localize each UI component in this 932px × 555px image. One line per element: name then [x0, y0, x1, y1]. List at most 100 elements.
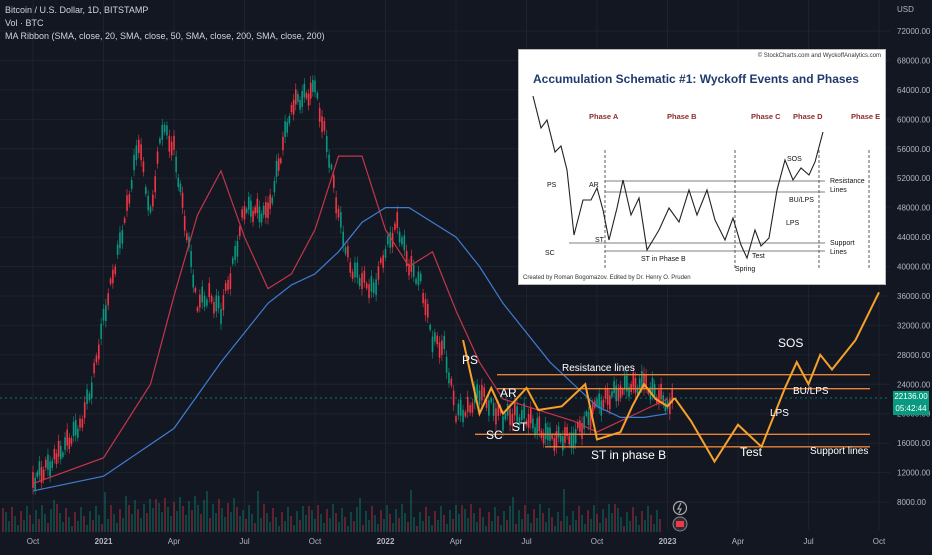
volume-bar	[86, 525, 88, 532]
schematic-label: SOS	[787, 156, 802, 163]
candle-body	[441, 340, 443, 356]
volume-bar	[17, 525, 19, 532]
volume-bar	[317, 505, 319, 532]
volume-bar	[521, 519, 523, 532]
candle-body	[337, 208, 340, 218]
bottom-icons[interactable]	[672, 500, 692, 536]
candle-body	[123, 218, 126, 223]
candle-body	[213, 302, 215, 314]
candle-body	[660, 383, 662, 400]
candle-body	[328, 154, 330, 168]
volume-bar	[290, 516, 292, 532]
volume-bar	[257, 491, 259, 532]
candle-body	[135, 145, 138, 160]
volume-bar	[578, 506, 580, 532]
volume-bar	[581, 515, 583, 532]
volume-bar	[299, 520, 301, 532]
candle-body	[241, 209, 243, 218]
candle-body	[32, 471, 34, 488]
annotation-label: ST	[512, 420, 528, 434]
candle-body	[615, 385, 618, 402]
candle-body	[36, 471, 39, 478]
candle-body	[220, 308, 222, 324]
volume-bar	[47, 523, 49, 532]
volume-bar	[512, 497, 514, 532]
time-tick-label: Apr	[450, 537, 463, 546]
volume-bar	[518, 510, 520, 532]
candle-body	[542, 432, 545, 444]
candle-body	[370, 276, 373, 292]
candle-body	[643, 373, 645, 390]
volume-bar	[125, 496, 127, 532]
volume-bar	[44, 514, 46, 532]
candle-body	[154, 176, 156, 193]
volume-bar	[254, 523, 256, 532]
volume-bar	[191, 510, 193, 532]
volume-bar	[647, 506, 649, 532]
candle-body	[638, 378, 641, 389]
volume-bar	[425, 507, 427, 532]
volume-bar	[608, 504, 610, 532]
candle-body	[511, 413, 514, 427]
volume-bar	[38, 519, 40, 532]
phase-label: Phase E	[851, 112, 880, 121]
projection-line	[673, 291, 880, 464]
volume-bar	[545, 522, 547, 532]
candle-body	[632, 372, 635, 388]
volume-bar	[98, 515, 100, 532]
volume-bar	[83, 516, 85, 532]
time-tick-label: 2021	[95, 537, 113, 546]
volume-bar	[266, 513, 268, 532]
candle-body	[57, 440, 60, 457]
price-tick-label: 12000.00	[897, 469, 931, 478]
volume-bar	[650, 515, 652, 532]
candle-body	[553, 438, 556, 451]
candle-body	[72, 421, 75, 437]
volume-bar	[269, 522, 271, 532]
volume-bar	[263, 504, 265, 532]
candle-body	[206, 299, 208, 306]
volume-bar	[113, 514, 115, 532]
candle-body	[502, 416, 504, 431]
candle-body	[570, 432, 573, 449]
candle-body	[429, 324, 431, 330]
schematic-price-path	[532, 95, 824, 260]
volume-bar	[29, 515, 31, 532]
candle-body	[431, 336, 434, 353]
volume-bar	[356, 507, 358, 532]
flash-icon[interactable]	[672, 500, 688, 516]
candle-body	[215, 295, 218, 312]
candle-body	[636, 387, 639, 395]
phase-label: Phase D	[793, 112, 823, 121]
candle-body	[410, 255, 413, 272]
candle-body	[492, 403, 495, 416]
candle-body	[231, 258, 234, 264]
candle-body	[619, 385, 622, 398]
candle-body	[495, 408, 497, 425]
volume-bar	[77, 521, 79, 532]
volume-bar	[632, 507, 634, 532]
candle-body	[525, 420, 528, 426]
candle-body	[292, 99, 295, 115]
volume-bar	[311, 510, 313, 532]
volume-bar	[344, 517, 346, 532]
price-tick-label: 56000.00	[897, 145, 931, 154]
volume-bar	[629, 521, 631, 532]
candle-body	[365, 283, 368, 289]
candle-body	[323, 120, 326, 131]
price-tick-label: 40000.00	[897, 263, 931, 272]
schematic-diagram: Phase A Phase B Phase C Phase D Phase E PS AR S…	[532, 95, 880, 273]
candle-body	[613, 381, 615, 394]
candle-body	[551, 434, 553, 439]
candle-body	[159, 138, 161, 144]
volume-bar	[485, 526, 487, 532]
volume-bar	[332, 504, 334, 532]
candle-body	[459, 399, 462, 416]
volume-bar	[599, 523, 601, 532]
candle-body	[351, 271, 354, 279]
volume-bar	[23, 520, 25, 532]
volume-bar	[500, 525, 502, 532]
current-price-value: 22136.00	[894, 392, 928, 401]
